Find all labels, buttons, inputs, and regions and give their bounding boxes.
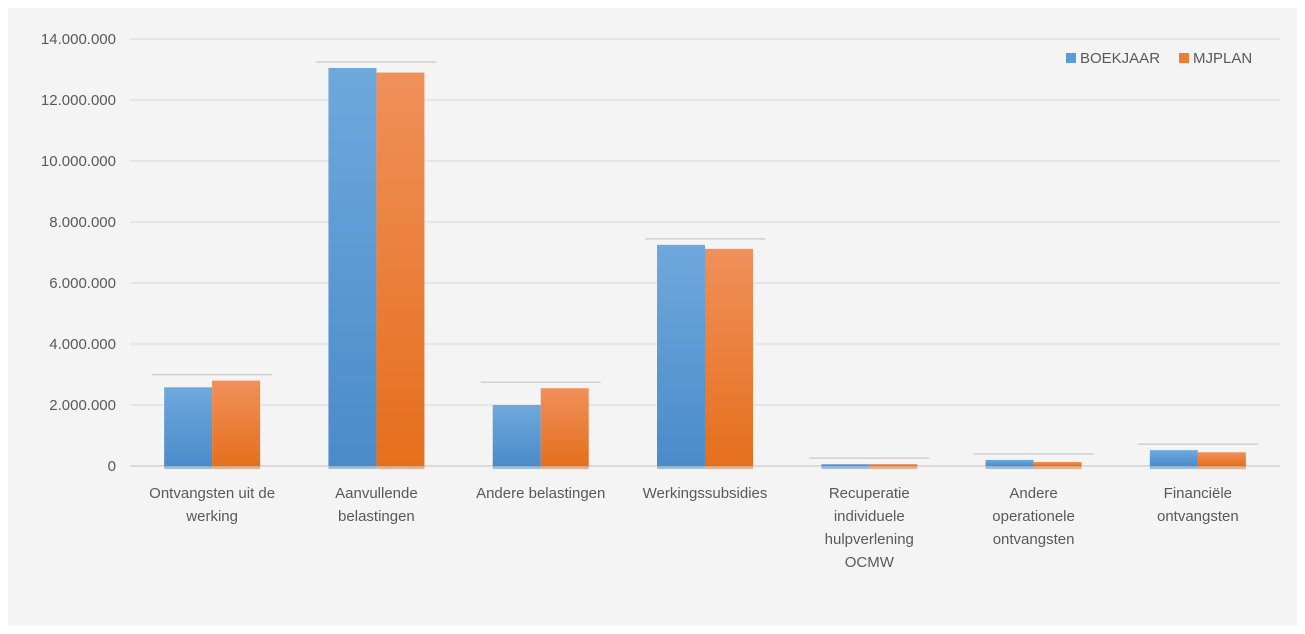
y-tick-label: 8.000.000 [49, 214, 116, 231]
y-tick-label: 14.000.000 [41, 31, 116, 48]
bar-boekjaar [985, 459, 1034, 466]
bar-chart: 0 2.000.000 4.000.000 6.000.000 8.000.000 10.… [41, 31, 1280, 571]
x-category-label: Financiële [1164, 485, 1232, 502]
x-axis-categories: Ontvangsten uit de werking Aanvullende bela… [149, 485, 1239, 571]
bar-mjplan [1033, 462, 1082, 466]
x-category-label: ontvangsten [993, 531, 1075, 548]
x-category-label: Recuperatie [829, 485, 910, 502]
legend-swatch-boekjaar [1066, 53, 1076, 63]
x-category-label: hulpverlening [825, 531, 914, 548]
bar-boekjaar [328, 67, 377, 466]
bar-base [164, 466, 213, 469]
y-tick-label: 6.000.000 [49, 275, 116, 292]
legend: BOEKJAAR MJPLAN [1066, 50, 1252, 67]
x-category-label: Ontvangsten uit de [149, 485, 275, 502]
bar-mjplan [376, 72, 425, 467]
bar-boekjaar [164, 387, 213, 466]
bar-mjplan [869, 464, 918, 466]
bar-base [705, 466, 753, 469]
bar-base [821, 466, 870, 469]
y-tick-label: 0 [108, 458, 116, 475]
legend-swatch-mjplan [1179, 53, 1189, 63]
legend-label-mjplan: MJPLAN [1193, 50, 1252, 67]
bar-boekjaar [492, 405, 541, 466]
x-category-label: operationele [992, 508, 1075, 525]
y-axis-ticks: 0 2.000.000 4.000.000 6.000.000 8.000.000 10.… [41, 31, 116, 475]
y-tick-label: 12.000.000 [41, 92, 116, 109]
x-category-label: individuele [834, 508, 905, 525]
bar-base [869, 466, 918, 469]
x-category-label: ontvangsten [1157, 508, 1239, 525]
y-tick-label: 10.000.000 [41, 153, 116, 170]
legend-label-boekjaar: BOEKJAAR [1080, 50, 1160, 67]
x-category-label: Andere [1009, 485, 1057, 502]
bar-boekjaar [821, 464, 870, 466]
bar-mjplan [1197, 452, 1246, 466]
bars [152, 61, 1258, 469]
bar-base [1149, 466, 1198, 469]
bar-base [1033, 466, 1082, 469]
bar-base [376, 466, 425, 469]
x-category-label: Werkingssubsidies [643, 485, 768, 502]
bar-base [657, 466, 705, 469]
bar-base [492, 466, 541, 469]
bar-base [328, 466, 377, 469]
x-category-label: werking [185, 508, 238, 525]
x-category-label: OCMW [845, 554, 895, 571]
y-tick-label: 2.000.000 [49, 397, 116, 414]
chart-panel: 0 2.000.000 4.000.000 6.000.000 8.000.000 10.… [8, 8, 1297, 626]
bar-base [540, 466, 589, 469]
bar-mjplan [705, 248, 753, 466]
x-category-label: belastingen [338, 508, 415, 525]
y-tick-label: 4.000.000 [49, 336, 116, 353]
bar-base [985, 466, 1034, 469]
bar-boekjaar [657, 244, 705, 466]
bar-base [1197, 466, 1246, 469]
bar-base [212, 466, 261, 469]
bar-mjplan [212, 380, 261, 466]
bar-mjplan [540, 388, 589, 466]
bar-boekjaar [1149, 450, 1198, 466]
x-category-label: Andere belastingen [476, 485, 605, 502]
x-category-label: Aanvullende [335, 485, 418, 502]
